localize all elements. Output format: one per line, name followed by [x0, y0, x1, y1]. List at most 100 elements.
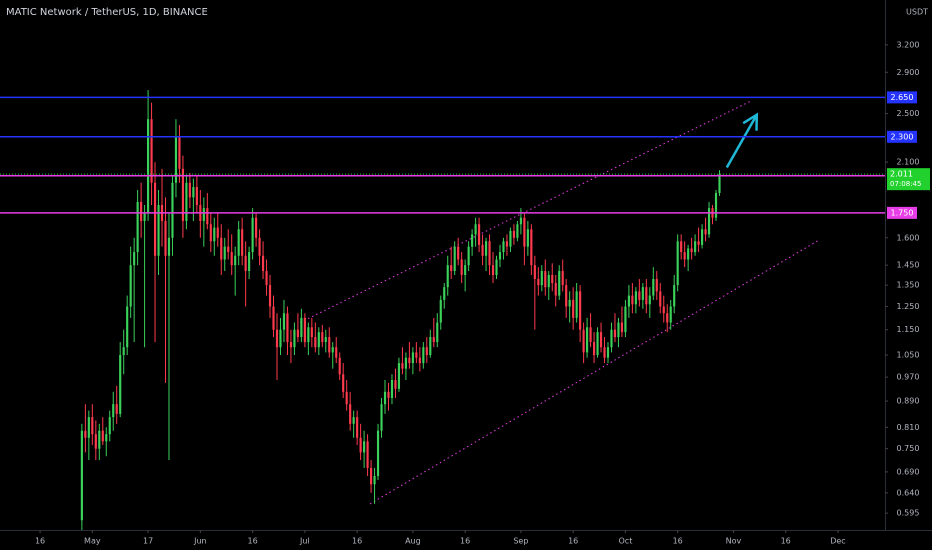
candle-body [530, 229, 533, 266]
candle-body [296, 329, 299, 338]
candle-body [422, 347, 425, 364]
candle-body [429, 337, 432, 356]
candle-body [268, 285, 272, 307]
candle-body [397, 363, 401, 389]
candle-body [394, 379, 397, 389]
candle-body [300, 317, 303, 338]
candle-body [237, 229, 240, 256]
candle-body [648, 295, 651, 305]
candle-body [258, 237, 261, 256]
x-tick-label: Jun [193, 537, 207, 546]
candle-body [112, 404, 115, 418]
candle-body [707, 208, 711, 235]
candle-body [491, 265, 495, 275]
candle-body [558, 271, 561, 296]
candle-body [310, 327, 313, 338]
candle-body [352, 417, 355, 424]
candle-body [411, 352, 414, 364]
candle-body [700, 229, 704, 245]
candle-body [478, 224, 481, 245]
candle-body [652, 278, 655, 296]
candle-body [610, 329, 613, 348]
candle-body [415, 352, 418, 358]
candle-body [408, 357, 411, 364]
candle-body [279, 329, 282, 348]
candle-body [181, 168, 185, 221]
x-tick-label: Aug [405, 537, 421, 546]
x-tick-label: 17 [143, 537, 153, 546]
candle-body [366, 441, 369, 468]
candle-body [129, 265, 132, 307]
candle-body [206, 208, 209, 225]
x-tick-label: Oct [619, 537, 633, 546]
candle-body [293, 329, 296, 348]
candle-body [631, 295, 634, 305]
x-tick-label: 16 [781, 537, 791, 546]
candle-body [436, 322, 439, 343]
candle-body [718, 174, 721, 193]
candle-body [568, 299, 571, 307]
candle-body [401, 363, 404, 369]
candle-body [498, 252, 502, 260]
candle-body [349, 404, 352, 424]
y-tick-label: 1.150 [897, 325, 920, 334]
candle-body [143, 212, 146, 221]
candle-body [680, 241, 683, 253]
candle-body [453, 246, 456, 272]
candle-body [474, 224, 477, 235]
candle-body [84, 430, 87, 438]
candle-body [484, 241, 488, 256]
x-tick-label: May [84, 537, 101, 546]
candle-body [94, 434, 97, 449]
y-tick-label: 1.050 [897, 351, 920, 360]
x-tick-label: Dec [830, 537, 845, 546]
candle-body [230, 252, 233, 266]
candle-body [244, 255, 247, 272]
candle-body [188, 182, 191, 198]
candle-body [369, 467, 373, 485]
candle-body [164, 220, 167, 256]
candle-body [505, 241, 509, 247]
candle-body [265, 271, 268, 286]
y-tick-label: 0.595 [897, 509, 920, 518]
candle-body [404, 357, 407, 369]
currency-label: USDT [906, 8, 928, 17]
candle-body [662, 306, 665, 314]
candle-body [150, 119, 153, 183]
candle-body [620, 322, 624, 333]
candle-body [450, 265, 453, 272]
candle-body [540, 271, 543, 286]
y-tick-label: 1.250 [897, 302, 920, 311]
countdown-label: 07:08:45 [890, 180, 921, 188]
candle-body [714, 192, 718, 218]
candle-body [373, 475, 376, 485]
arrow-shaft [725, 114, 758, 169]
y-tick-label: 0.690 [897, 467, 920, 476]
candle-body [115, 404, 118, 414]
candle-body [634, 291, 637, 305]
candle-body [551, 274, 554, 284]
candle-body [599, 332, 603, 348]
candle-body [673, 285, 676, 307]
candle-body [185, 182, 188, 221]
x-tick-label: Sep [513, 537, 528, 546]
candle-body [624, 306, 627, 333]
candle-body [133, 252, 136, 266]
candle-body [460, 259, 463, 275]
candle-body [606, 347, 610, 358]
candle-body [87, 417, 90, 438]
candle-body [171, 182, 174, 238]
price-line-label: 2.650 [891, 93, 914, 102]
candle-body [575, 291, 578, 318]
candle-body [425, 347, 428, 356]
candle-body [509, 230, 512, 247]
candle-body [363, 441, 366, 453]
candle-body [153, 182, 157, 256]
candle-body [390, 379, 394, 398]
trendline [369, 239, 821, 505]
candle-body [157, 205, 160, 256]
y-tick-label: 3.200 [897, 40, 920, 49]
y-tick-label: 0.810 [897, 423, 920, 432]
last-price-box [887, 168, 930, 191]
